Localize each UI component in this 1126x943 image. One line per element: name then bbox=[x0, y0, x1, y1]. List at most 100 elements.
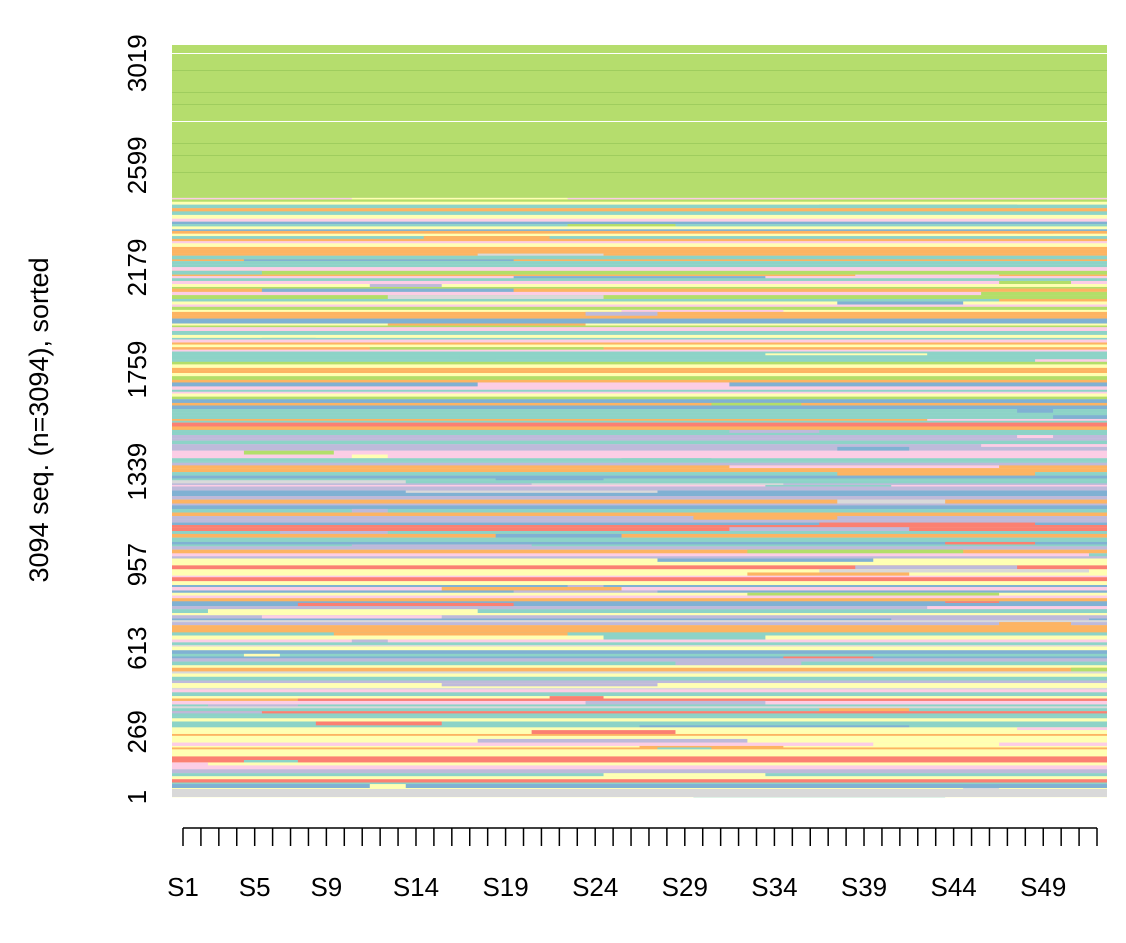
sequence-row bbox=[172, 606, 1107, 610]
state-segment bbox=[351, 544, 532, 547]
sequence-row bbox=[172, 676, 1107, 681]
sequence-row bbox=[172, 760, 1107, 763]
sequence-row bbox=[172, 393, 1107, 397]
state-line bbox=[172, 53, 1107, 54]
sequence-row bbox=[172, 295, 1107, 300]
state-segment bbox=[513, 590, 658, 593]
sequence-row bbox=[172, 656, 1107, 659]
state-segment bbox=[855, 274, 1000, 277]
state-segment bbox=[423, 236, 550, 240]
sequence-row bbox=[172, 762, 1107, 766]
state-segment bbox=[657, 747, 712, 750]
x-tick-label: S29 bbox=[662, 872, 708, 902]
sequence-row bbox=[172, 671, 1107, 674]
state-segment bbox=[639, 745, 784, 748]
state-segment bbox=[387, 295, 604, 300]
sequence-row bbox=[172, 644, 1107, 647]
state-segment bbox=[819, 522, 1036, 526]
sequence-row bbox=[172, 218, 1107, 222]
sequence-row bbox=[172, 446, 1107, 451]
sequence-row bbox=[172, 522, 1107, 526]
x-tick-label: S1 bbox=[167, 872, 199, 902]
sequence-row bbox=[172, 197, 1107, 200]
state-segment bbox=[477, 253, 604, 256]
sequence-row bbox=[172, 784, 1107, 789]
sequence-row bbox=[172, 708, 1107, 712]
state-line bbox=[172, 155, 1107, 156]
sequence-row bbox=[172, 342, 1107, 345]
sequence-row bbox=[172, 601, 1107, 604]
sequence-row bbox=[172, 274, 1107, 277]
sequence-row bbox=[172, 581, 1107, 586]
sequence-row bbox=[172, 432, 1107, 436]
state-segment bbox=[261, 288, 514, 293]
sequence-row bbox=[172, 389, 1107, 392]
sequence-row bbox=[172, 376, 1107, 381]
state-segment bbox=[567, 585, 604, 588]
state-segment bbox=[747, 592, 1000, 596]
state-segment bbox=[621, 309, 784, 313]
state-segment bbox=[945, 601, 1000, 604]
sequence-row bbox=[172, 211, 1107, 216]
sequence-row bbox=[172, 367, 1107, 371]
sequence-row bbox=[172, 505, 1107, 510]
sequence-row bbox=[172, 253, 1107, 256]
y-axis-title: 3094 seq. (n=3094), sorted bbox=[24, 258, 54, 583]
sequence-row bbox=[172, 492, 1107, 497]
sequence-row bbox=[172, 465, 1107, 469]
state-segment bbox=[531, 730, 676, 735]
state-segment bbox=[441, 587, 622, 591]
sequence-row bbox=[172, 628, 1107, 633]
sequence-row bbox=[172, 370, 1107, 374]
sequence-row bbox=[172, 351, 1107, 354]
sequence-row bbox=[172, 454, 1107, 459]
sequence-row bbox=[172, 468, 1107, 473]
sequence-row bbox=[172, 667, 1107, 672]
sequence-row bbox=[172, 230, 1107, 234]
state-segment bbox=[729, 527, 910, 532]
state-segment bbox=[513, 276, 766, 279]
state-segment bbox=[855, 565, 1018, 570]
sequence-row bbox=[172, 444, 1107, 448]
state-segment bbox=[369, 784, 406, 789]
sequence-row bbox=[172, 249, 1107, 254]
sequence-row bbox=[172, 214, 1107, 219]
sequence-row bbox=[172, 602, 1107, 607]
state-segment bbox=[441, 683, 658, 687]
state-line bbox=[172, 104, 1107, 105]
sequence-row bbox=[172, 199, 1107, 202]
sequence-row bbox=[172, 422, 1107, 427]
state-segment bbox=[765, 353, 928, 356]
y-tick-label: 1759 bbox=[122, 341, 152, 399]
sequence-row bbox=[172, 680, 1107, 684]
sequence-row bbox=[172, 544, 1107, 547]
sequence-row bbox=[172, 391, 1107, 394]
sequence-row bbox=[172, 572, 1107, 576]
sequence-row bbox=[172, 618, 1107, 621]
state-segment bbox=[172, 270, 262, 275]
state-line bbox=[172, 92, 1107, 93]
state-segment bbox=[927, 418, 1107, 421]
state-segment bbox=[891, 618, 1090, 621]
state-segment bbox=[261, 615, 442, 619]
sequence-row bbox=[172, 782, 1107, 785]
x-tick-label: S19 bbox=[482, 872, 528, 902]
sequence-row bbox=[172, 201, 1107, 205]
state-segment bbox=[837, 446, 910, 451]
state-segment bbox=[837, 301, 964, 305]
sequence-row bbox=[172, 420, 1107, 423]
state-segment bbox=[351, 197, 568, 200]
sequence-row bbox=[172, 255, 1107, 260]
sequence-row bbox=[172, 512, 1107, 517]
sequence-row bbox=[172, 661, 1107, 666]
sequence-row bbox=[172, 233, 1107, 237]
sequence-row bbox=[172, 716, 1107, 719]
sequence-row bbox=[172, 355, 1107, 360]
sequence-row bbox=[172, 359, 1107, 362]
sequence-row bbox=[172, 585, 1107, 588]
state-segment bbox=[837, 499, 946, 504]
state-segment bbox=[585, 311, 658, 316]
state-segment bbox=[243, 653, 280, 657]
state-segment bbox=[657, 558, 874, 563]
sequence-row bbox=[172, 450, 1107, 455]
